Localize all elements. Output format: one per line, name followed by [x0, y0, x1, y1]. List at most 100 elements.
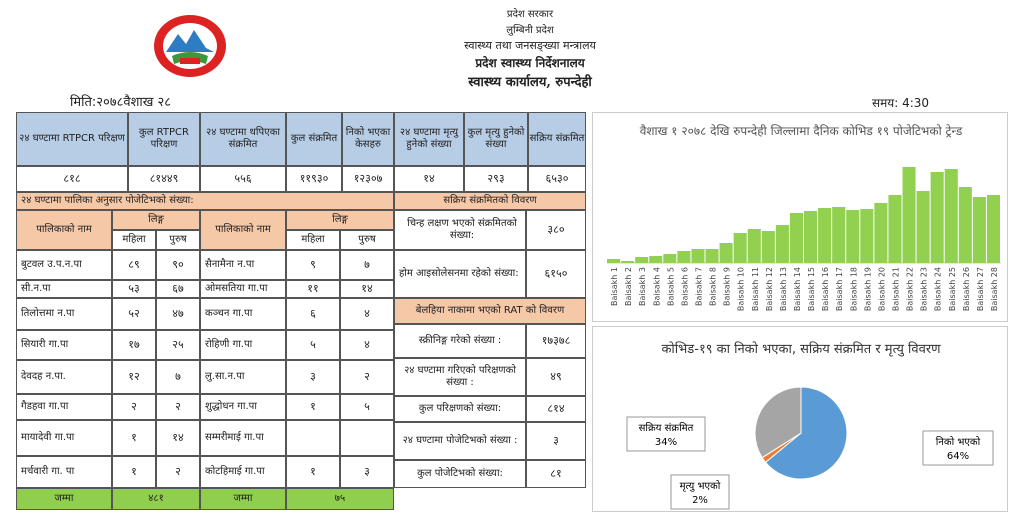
palika-female-count: ५३	[112, 280, 156, 298]
header-line5: स्वास्थ्य कार्यालय, रुपन्देही	[468, 75, 592, 90]
summary-header: कुल RTPCR परिक्षण	[128, 112, 200, 166]
rat-24h-positive-label: २४ घण्टामा पोजेटिभको संख्या :	[394, 422, 526, 460]
home-isolation-label: होम आइसोलेसनमा रहेको संख्या:	[394, 250, 526, 298]
x-tick-label: Baisakh 16	[821, 267, 830, 311]
palika-male-count: ४	[340, 298, 394, 330]
trend-bar	[789, 213, 803, 263]
x-tick-label: Baisakh 17	[835, 267, 844, 311]
summary-value: १२३०७	[342, 166, 394, 192]
x-tick-label: Baisakh 20	[877, 267, 886, 311]
x-tick-label: Baisakh 11	[751, 267, 760, 311]
palika-male-count: २	[340, 360, 394, 394]
rat-title: बेलहिया नाकामा भएको RAT को विवरण	[394, 298, 586, 324]
x-tick-label: Baisakh 14	[793, 267, 802, 311]
report-time: समय: 4:30	[872, 96, 930, 110]
palika-male-count: १४	[340, 280, 394, 298]
trend-bar	[818, 208, 832, 263]
home-isolation-value: ६१५०	[526, 250, 586, 298]
palika-name: सियारी गा.पा	[16, 330, 112, 360]
summary-header: निको भएका केसहरु	[342, 112, 394, 166]
palika-name: सी.न.पा	[16, 280, 112, 298]
active-title: सक्रिय संक्रमितको विवरण	[394, 192, 586, 210]
palika-female-count: ५	[286, 330, 340, 360]
nepal-emblem-icon	[154, 15, 226, 77]
palika-name: शुद्धोधन गा.पा	[200, 394, 286, 420]
trend-bar	[705, 249, 719, 263]
trend-bar	[649, 256, 663, 263]
summary-header: २४ घण्टामा RTPCR परिक्षण	[16, 112, 128, 166]
summary-header: सक्रिय संक्रमित	[528, 112, 586, 166]
pie-slice-percent: 2%	[692, 495, 708, 506]
trend-bar	[635, 257, 649, 263]
total-label: जम्मा	[200, 488, 286, 510]
summary-value: ५५६	[200, 166, 286, 192]
palika-name: सम्मरीमाई गा.पा	[200, 420, 286, 456]
header-line3: स्वास्थ्य तथा जनसङ्ख्या मन्त्रालय	[464, 39, 596, 52]
palika-female-count: १२	[112, 360, 156, 394]
palika-name: ओमसतिया गा.पा	[200, 280, 286, 298]
trend-bar	[874, 203, 888, 263]
total-right-value: ७५	[286, 488, 394, 510]
summary-value: ६५३०	[528, 166, 586, 192]
total-left-value: ४८१	[112, 488, 200, 510]
pie-chart-title: कोभिड-१९ का निको भएका, सक्रिय संक्रमित र…	[661, 342, 941, 357]
palika-name: कोटहिमाई गा.पा	[200, 456, 286, 488]
trend-bar	[775, 225, 789, 263]
female-header: महिला	[112, 230, 156, 250]
rat-24h-positive-value: ३	[526, 422, 586, 460]
palika-male-count: ६७	[156, 280, 200, 298]
x-tick-label: Baisakh 7	[694, 267, 703, 306]
trend-bar	[902, 167, 916, 263]
palika-female-count: १	[112, 456, 156, 488]
x-tick-label: Baisakh 23	[920, 267, 929, 311]
x-tick-label: Baisakh 5	[666, 267, 675, 306]
total-label: जम्मा	[16, 488, 112, 510]
palika-name: गैडहवा गा.पा	[16, 394, 112, 420]
trend-bar	[747, 229, 761, 263]
palika-female-count: १	[286, 456, 340, 488]
palika-name: सैनामैना न.पा	[200, 250, 286, 280]
header-line2: लुम्बिनी प्रदेश	[506, 25, 554, 36]
pie-slice-label: निको भएको	[936, 436, 981, 448]
rat-screening-value: १७३७८	[526, 324, 586, 358]
female-header: महिला	[286, 230, 340, 250]
summary-value: ८१८	[16, 166, 128, 192]
x-tick-label: Baisakh 25	[948, 267, 957, 311]
summary-value: ८१४४९	[128, 166, 200, 192]
palika-female-count: १	[286, 394, 340, 420]
palika-name: मायादेवी गा.पा	[16, 420, 112, 456]
palika-male-count: ४	[340, 330, 394, 360]
x-tick-label: Baisakh 4	[652, 267, 661, 306]
header-line4: प्रदेश स्वास्थ्य निर्देशनालय	[475, 56, 585, 70]
palika-male-count: ७	[156, 360, 200, 394]
male-header: पुरुष	[156, 230, 200, 250]
x-tick-label: Baisakh 1	[610, 267, 619, 306]
x-tick-label: Baisakh 22	[906, 267, 915, 311]
palika-female-count: ६	[286, 298, 340, 330]
pie-slice	[754, 386, 802, 459]
palika-male-count: ४७	[156, 298, 200, 330]
palika-male-count	[340, 420, 394, 456]
trend-bar	[986, 195, 1000, 263]
palika-name-header: पालिकाको नाम	[200, 210, 286, 250]
palika-male-count: ३	[340, 456, 394, 488]
palika-male-count: ९०	[156, 250, 200, 280]
trend-bar	[958, 187, 972, 263]
x-tick-label: Baisakh 18	[849, 267, 858, 311]
x-tick-label: Baisakh 12	[765, 267, 774, 311]
palika-male-count: २	[156, 456, 200, 488]
trend-bar	[860, 209, 874, 263]
x-tick-label: Baisakh 24	[934, 267, 943, 311]
trend-bar	[832, 207, 846, 263]
male-header: पुरुष	[340, 230, 394, 250]
palika-female-count: ५२	[112, 298, 156, 330]
x-tick-label: Baisakh 3	[638, 267, 647, 306]
trend-bar	[719, 243, 733, 263]
rat-total-positive-label: कुल पोजेटिभको संख्या:	[394, 460, 526, 488]
x-tick-label: Baisakh 21	[891, 267, 900, 311]
x-tick-label: Baisakh 28	[990, 267, 999, 311]
palika-name: तिलोत्तमा न.पा	[16, 298, 112, 330]
palika-male-count: ५	[340, 394, 394, 420]
x-tick-label: Baisakh 27	[976, 267, 985, 311]
